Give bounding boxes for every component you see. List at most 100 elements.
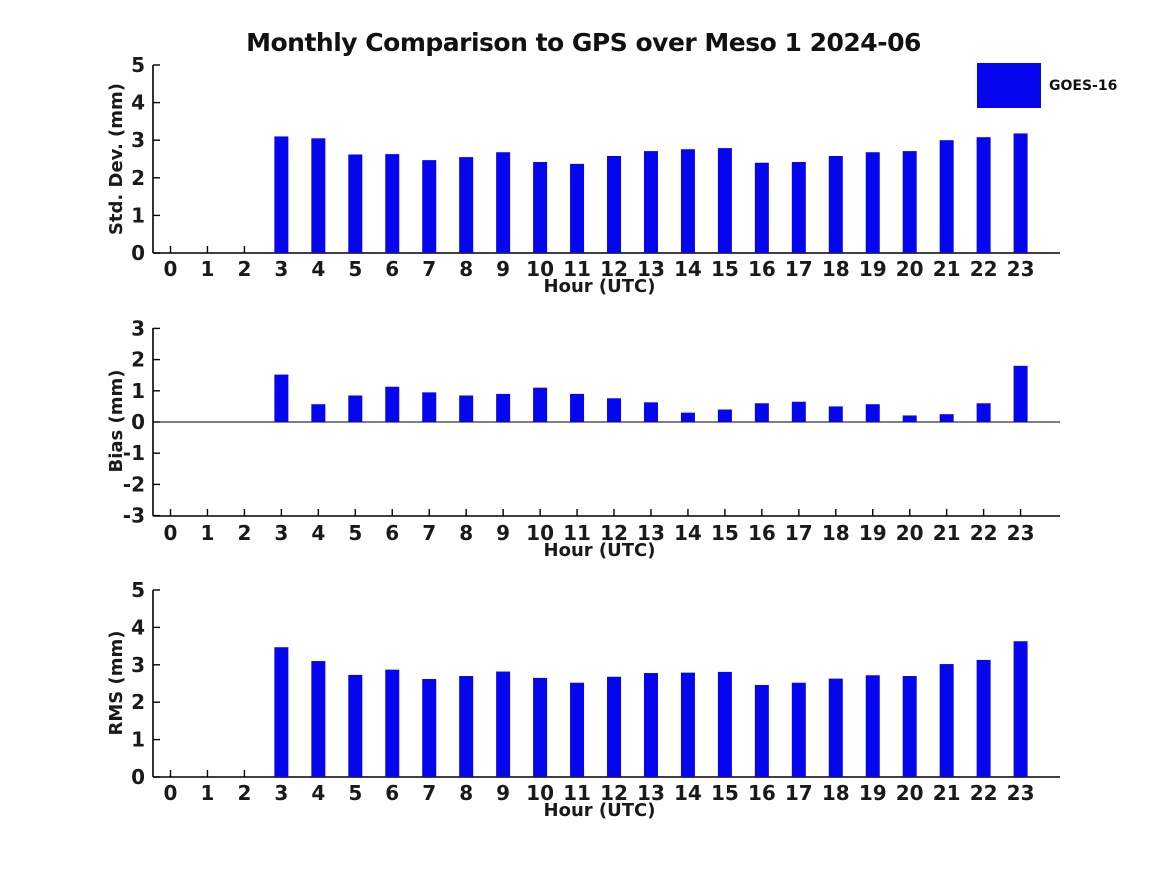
std-dev-x-tick-label: 3: [274, 257, 288, 281]
std-dev-bar-hour-10: [533, 162, 548, 253]
std-dev-x-tick-label: 22: [970, 257, 998, 281]
rms-bar-hour-21: [939, 664, 954, 777]
std-dev-x-tick-label: 4: [311, 257, 325, 281]
rms-bar-hour-14: [680, 672, 695, 777]
std-dev-bar-hour-20: [902, 151, 917, 253]
bias-bar-hour-12: [607, 398, 622, 422]
bias-y-tick-label: 0: [131, 410, 145, 434]
bias-x-tick-label: 14: [674, 521, 702, 545]
bias-x-tick-label: 13: [637, 521, 665, 545]
std-dev-bar-hour-12: [607, 155, 622, 253]
std-dev-bar-hour-17: [791, 162, 806, 253]
rms-x-tick-label: 7: [422, 781, 436, 805]
bias-x-tick-label: 7: [422, 521, 436, 545]
bias-x-tick-label: 23: [1007, 521, 1035, 545]
std-dev-x-tick-label: 23: [1007, 257, 1035, 281]
std-dev-bar-hour-9: [496, 152, 511, 253]
bias-x-tick-label: 8: [459, 521, 473, 545]
rms-x-tick-label: 13: [637, 781, 665, 805]
std-dev-x-tick-label: 6: [385, 257, 399, 281]
std-dev-bar-hour-22: [976, 137, 991, 253]
bias-bar-hour-19: [865, 404, 880, 422]
legend: GOES-16: [977, 63, 1117, 108]
std-dev-bar-hour-18: [828, 155, 843, 253]
rms-y-tick-label: 5: [131, 578, 145, 602]
bias-bar-hour-6: [385, 386, 400, 422]
bias-bar-hour-18: [828, 406, 843, 422]
legend-label-goes16: GOES-16: [1049, 77, 1118, 94]
std-dev-x-tick-label: 2: [237, 257, 251, 281]
rms-x-tick-label: 2: [237, 781, 251, 805]
bias-y-tick-label: -1: [123, 441, 145, 465]
std-dev-x-tick-label: 5: [348, 257, 362, 281]
bias-y-tick-label: 1: [131, 379, 145, 403]
std-dev-x-tick-label: 8: [459, 257, 473, 281]
rms-x-tick-label: 14: [674, 781, 702, 805]
bias-x-tick-label: 5: [348, 521, 362, 545]
bias-bar-hour-5: [348, 395, 363, 422]
std-dev-bar-hour-15: [717, 148, 732, 253]
bias-x-tick-label: 19: [859, 521, 887, 545]
figure-title: Monthly Comparison to GPS over Meso 1 20…: [246, 28, 921, 57]
rms-ylabel: RMS (mm): [106, 631, 127, 736]
bias-bar-hour-11: [570, 393, 585, 422]
bias-ylabel: Bias (mm): [106, 370, 127, 473]
std-dev-y-tick-label: 1: [131, 203, 145, 227]
bias-bar-hour-15: [717, 409, 732, 422]
std-dev-x-tick-label: 19: [859, 257, 887, 281]
rms-x-tick-label: 22: [970, 781, 998, 805]
rms-y-tick-label: 4: [131, 615, 145, 639]
std-dev-x-tick-label: 21: [933, 257, 961, 281]
std-dev-x-tick-label: 10: [526, 257, 554, 281]
std-dev-x-tick-label: 20: [896, 257, 924, 281]
std-dev-x-tick-label: 18: [822, 257, 850, 281]
std-dev-bar-hour-8: [459, 157, 474, 253]
bias-y-tick-label: 3: [131, 316, 145, 340]
rms-bar-hour-18: [828, 678, 843, 777]
rms-bar-hour-3: [274, 647, 289, 777]
rms-bar-hour-7: [422, 679, 437, 777]
std-dev-bar-hour-11: [570, 163, 585, 253]
std-dev-bar-hour-16: [754, 162, 769, 253]
bias-y-tick-label: 2: [131, 348, 145, 372]
bias-bar-hour-16: [754, 403, 769, 422]
std-dev-x-tick-label: 12: [600, 257, 628, 281]
rms-x-tick-label: 9: [496, 781, 510, 805]
std-dev-x-tick-label: 1: [200, 257, 214, 281]
rms-x-tick-label: 12: [600, 781, 628, 805]
bias-x-tick-label: 17: [785, 521, 813, 545]
rms-x-tick-label: 0: [164, 781, 178, 805]
std-dev-x-tick-label: 7: [422, 257, 436, 281]
bias-x-tick-label: 16: [748, 521, 776, 545]
std-dev-bar-hour-4: [311, 138, 326, 253]
rms-x-tick-label: 16: [748, 781, 776, 805]
bias-bar-hour-9: [496, 393, 511, 422]
bias-x-tick-label: 0: [164, 521, 178, 545]
rms-x-tick-label: 17: [785, 781, 813, 805]
rms-x-tick-label: 6: [385, 781, 399, 805]
bias-bar-hour-10: [533, 387, 548, 422]
rms-x-tick-label: 1: [200, 781, 214, 805]
bias-x-tick-label: 4: [311, 521, 325, 545]
rms-x-tick-label: 19: [859, 781, 887, 805]
std-dev-y-tick-label: 0: [131, 241, 145, 265]
rms-y-tick-label: 3: [131, 653, 145, 677]
bias-bar-hour-13: [643, 402, 658, 422]
std-dev-x-tick-label: 17: [785, 257, 813, 281]
std-dev-bar-hour-7: [422, 160, 437, 253]
rms-x-tick-label: 20: [896, 781, 924, 805]
rms-bar-hour-12: [607, 676, 622, 777]
std-dev-ylabel: Std. Dev. (mm): [106, 83, 127, 235]
rms-y-tick-label: 0: [131, 765, 145, 789]
std-dev-bar-hour-19: [865, 152, 880, 253]
rms-x-tick-label: 3: [274, 781, 288, 805]
rms-x-tick-label: 23: [1007, 781, 1035, 805]
rms-bar-hour-17: [791, 682, 806, 777]
legend-swatch-goes16: [977, 63, 1041, 108]
rms-bar-hour-6: [385, 669, 400, 777]
bias-x-tick-label: 20: [896, 521, 924, 545]
std-dev-bar-hour-21: [939, 140, 954, 253]
std-dev-x-tick-label: 15: [711, 257, 739, 281]
std-dev-y-tick-label: 2: [131, 166, 145, 190]
